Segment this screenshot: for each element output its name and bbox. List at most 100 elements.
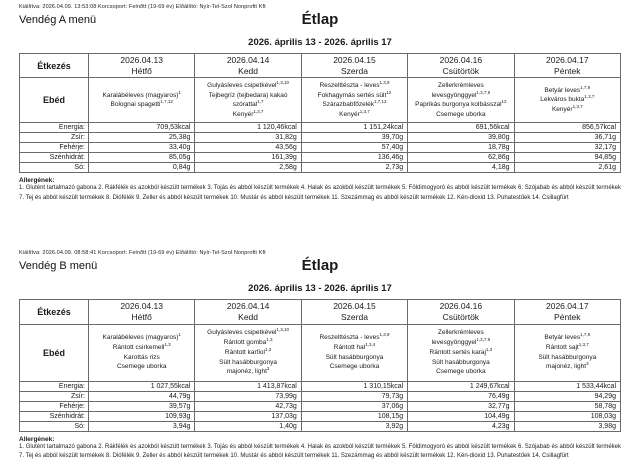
nutrition-value: 25,38g [87, 132, 196, 144]
nutrition-row-salt: Só: 0,84g 2,58g 2,73g 4,18g 2,61g [19, 162, 622, 174]
day-name: Péntek [554, 65, 581, 76]
nutrition-label: Energia: [19, 122, 89, 134]
nutrition-value: 1 027,55kcal [87, 380, 196, 392]
page-title: Étlap [301, 257, 339, 275]
nutrition-row-carbs: Szénhidrát: 109,93g 137,03g 108,15g 104,… [19, 410, 622, 422]
nutrition-label: Fehérje: [19, 142, 89, 154]
nutrition-value: 39,70g [300, 132, 409, 144]
nutrition-value: 32,77g [407, 400, 515, 412]
menu-name-label: Vendég A menü [19, 14, 97, 26]
nutrition-row-energy: Energia: 709,53kcal 1 120,46kcal 1 151,2… [19, 122, 622, 134]
day-name: Szerda [341, 312, 368, 323]
day-header-thursday: 2026.04.16 Csütörtök [407, 299, 515, 325]
nutrition-label: Só: [19, 420, 89, 432]
issued-meta-line: Kiállítva: 2026.04.09. 13:53:08 Korcsopo… [19, 4, 266, 10]
menu-cell-monday: Karalábéleves (magyaros)1 Bolognai spaget… [87, 77, 196, 124]
menu-section-a: Kiállítva: 2026.04.09. 13:53:08 Korcsopo… [0, 0, 640, 203]
day-name: Hétfő [131, 312, 152, 323]
meal-column-header: Étkezés [19, 299, 89, 325]
nutrition-row-energy: Energia: 1 027,55kcal 1 413,87kcal 1 310… [19, 380, 622, 392]
nutrition-value: 4,23g [407, 420, 515, 432]
allergens-block: Allergének: 1. Glutént tartalmazó gabona… [19, 177, 621, 203]
menu-cell-tuesday: Gulyásleves csipetkével1,3,10 Rántott gom… [194, 323, 302, 382]
nutrition-value: 1 151,24kcal [300, 122, 409, 134]
day-date: 2026.04.16 [439, 55, 483, 65]
nutrition-value: 104,49g [407, 410, 515, 422]
day-header-tuesday: 2026.04.14 Kedd [194, 52, 302, 79]
nutrition-value: 108,15g [300, 410, 409, 422]
day-date: 2026.04.15 [333, 55, 376, 65]
nutrition-label: Energia: [19, 380, 89, 392]
day-date: 2026.04.13 [120, 55, 163, 65]
nutrition-row-carbs: Szénhidrát: 85,05g 161,39g 136,46g 62,86… [19, 152, 622, 164]
nutrition-value: 39,57g [87, 400, 196, 412]
menu-cell-friday: Betyár leves1,7,9 Lekváros bukta1,3,7 Keny… [513, 77, 622, 124]
nutrition-row-fat: Zsír: 44,79g 73,99g 79,73g 76,49g 94,29g [19, 390, 622, 402]
day-date: 2026.04.16 [439, 301, 483, 312]
nutrition-value: 1 249,67kcal [407, 380, 515, 392]
nutrition-row-protein: Fehérje: 33,40g 43,56g 57,40g 18,78g 32,… [19, 142, 622, 154]
nutrition-value: 3,92g [300, 420, 409, 432]
allergens-legend: 1. Glutént tartalmazó gabona 2. Rákfélék… [19, 443, 621, 460]
day-date: 2026.04.14 [226, 301, 270, 312]
nutrition-value: 691,56kcal [407, 122, 515, 134]
day-name: Csütörtök [442, 312, 480, 323]
weekly-menu-table: Étkezés 2026.04.13 Hétfő 2026.04.14 Kedd 2… [19, 52, 622, 174]
issued-meta-line: Kiállítva: 2026.04.09. 08:58:41 Korcsopo… [19, 250, 266, 257]
day-date: 2026.04.14 [226, 55, 270, 65]
nutrition-value: 33,40g [87, 142, 196, 154]
day-name: Szerda [341, 65, 368, 76]
nutrition-value: 1 413,87kcal [194, 380, 302, 392]
nutrition-value: 137,03g [194, 410, 302, 422]
day-date: 2026.04.17 [546, 55, 589, 65]
nutrition-value: 94,29g [513, 390, 622, 402]
nutrition-value: 136,46g [300, 152, 409, 164]
day-name: Kedd [238, 312, 259, 323]
allergens-block: Allergének: 1. Glutént tartalmazó gabona… [19, 436, 621, 462]
day-name: Csütörtök [442, 65, 480, 76]
nutrition-value: 39,80g [407, 132, 515, 144]
nutrition-value: 2,73g [300, 162, 409, 174]
day-date: 2026.04.15 [333, 301, 376, 312]
day-date: 2026.04.17 [546, 301, 589, 312]
menu-cell-monday: Karalábéleves (magyaros)1 Rántott csirkem… [87, 323, 196, 382]
nutrition-value: 4,18g [407, 162, 515, 174]
section-header: Vendég B menü Étlap [19, 256, 621, 278]
nutrition-label: Szénhidrát: [19, 152, 89, 164]
lunch-row: Ebéd Karalábéleves (magyaros)1 Rántott cs… [19, 323, 622, 382]
nutrition-row-protein: Fehérje: 39,57g 42,73g 37,06g 32,77g 58,… [19, 400, 622, 412]
menu-cell-friday: Betyár leves1,7,9 Rántott sajt1,3,7 Sült h… [513, 323, 622, 382]
nutrition-value: 94,85g [513, 152, 622, 164]
nutrition-label: Fehérje: [19, 400, 89, 412]
nutrition-value: 79,73g [300, 390, 409, 402]
nutrition-value: 2,61g [513, 162, 622, 174]
day-header-friday: 2026.04.17 Péntek [513, 299, 622, 325]
nutrition-value: 1,40g [194, 420, 302, 432]
nutrition-label: Zsír: [19, 132, 89, 144]
day-header-wednesday: 2026.04.15 Szerda [300, 299, 409, 325]
nutrition-row-salt: Só: 3,94g 1,40g 3,92g 4,23g 3,98g [19, 420, 622, 432]
allergens-title: Allergének: [19, 177, 55, 185]
nutrition-value: 18,78g [407, 142, 515, 154]
allergens-legend: 1. Glutént tartalmazó gabona 2. Rákfélék… [19, 185, 621, 201]
nutrition-label: Só: [19, 162, 89, 174]
meal-row-label: Ebéd [19, 323, 89, 382]
nutrition-value: 108,03g [513, 410, 622, 422]
day-header-monday: 2026.04.13 Hétfő [87, 299, 196, 325]
menu-cell-wednesday: Reszelttészta - leves1,3,9 Fokhagymás ser… [300, 77, 409, 124]
day-header-friday: 2026.04.17 Péntek [513, 52, 622, 79]
day-name: Hétfő [131, 65, 152, 76]
nutrition-value: 161,39g [194, 152, 302, 164]
meal-column-header: Étkezés [19, 52, 89, 79]
nutrition-label: Szénhidrát: [19, 410, 89, 422]
day-name: Péntek [554, 312, 581, 323]
nutrition-value: 62,86g [407, 152, 515, 164]
nutrition-value: 36,71g [513, 132, 622, 144]
day-header-wednesday: 2026.04.15 Szerda [300, 52, 409, 79]
table-header-row: Étkezés 2026.04.13 Hétfő 2026.04.14 Kedd 2… [19, 299, 622, 325]
nutrition-row-fat: Zsír: 25,38g 31,82g 39,70g 39,80g 36,71g [19, 132, 622, 144]
day-header-tuesday: 2026.04.14 Kedd [194, 299, 302, 325]
nutrition-value: 37,06g [300, 400, 409, 412]
nutrition-value: 43,56g [194, 142, 302, 154]
